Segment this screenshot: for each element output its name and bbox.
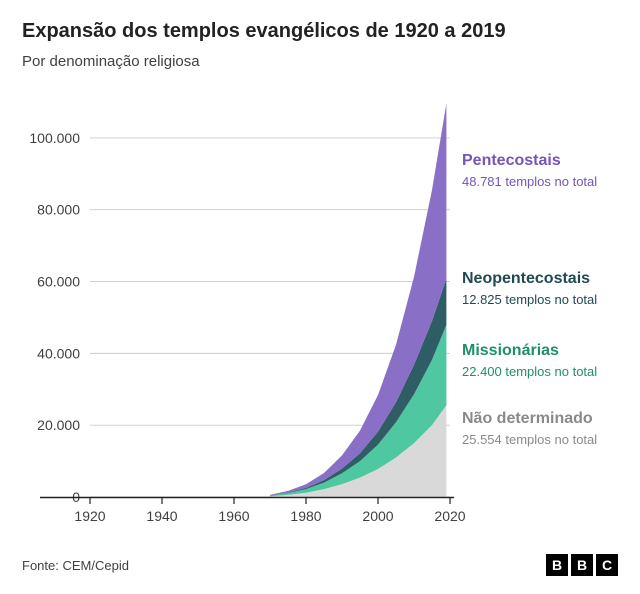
legend-label-neopentecostais: Neopentecostais — [462, 270, 597, 288]
legend-sub-pentecostais: 48.781 templos no total — [462, 174, 597, 189]
legend-item-neopentecostais: Neopentecostais 12.825 templos no total — [462, 270, 597, 307]
legend-item-missionarias: Missionárias 22.400 templos no total — [462, 342, 597, 379]
svg-text:1940: 1940 — [146, 508, 177, 522]
legend-sub-nao_determinado: 25.554 templos no total — [462, 432, 597, 447]
page-subtitle: Por denominação religiosa — [22, 53, 618, 70]
legend-sub-missionarias: 22.400 templos no total — [462, 364, 597, 379]
chart-container: 020.00040.00060.00080.000100.00019201940… — [22, 92, 618, 522]
bbc-logo-c: C — [596, 554, 618, 576]
page-title: Expansão dos templos evangélicos de 1920… — [22, 20, 618, 43]
svg-text:1980: 1980 — [290, 508, 321, 522]
bbc-logo-b2: B — [571, 554, 593, 576]
svg-text:80.000: 80.000 — [37, 202, 80, 218]
svg-text:1960: 1960 — [218, 508, 249, 522]
legend: Pentecostais 48.781 templos no total Neope… — [462, 92, 618, 522]
bbc-logo: B B C — [546, 554, 618, 576]
legend-label-nao_determinado: Não determinado — [462, 410, 597, 428]
legend-item-pentecostais: Pentecostais 48.781 templos no total — [462, 152, 597, 189]
svg-text:40.000: 40.000 — [37, 345, 80, 361]
svg-text:1920: 1920 — [74, 508, 105, 522]
svg-text:2000: 2000 — [362, 508, 393, 522]
legend-label-missionarias: Missionárias — [462, 342, 597, 360]
legend-sub-neopentecostais: 12.825 templos no total — [462, 292, 597, 307]
legend-item-nao_determinado: Não determinado 25.554 templos no total — [462, 410, 597, 447]
svg-text:20.000: 20.000 — [37, 417, 80, 433]
svg-text:100.000: 100.000 — [29, 130, 80, 146]
bbc-logo-b1: B — [546, 554, 568, 576]
source-label: Fonte: CEM/Cepid — [22, 558, 129, 573]
svg-text:60.000: 60.000 — [37, 274, 80, 290]
legend-label-pentecostais: Pentecostais — [462, 152, 597, 170]
